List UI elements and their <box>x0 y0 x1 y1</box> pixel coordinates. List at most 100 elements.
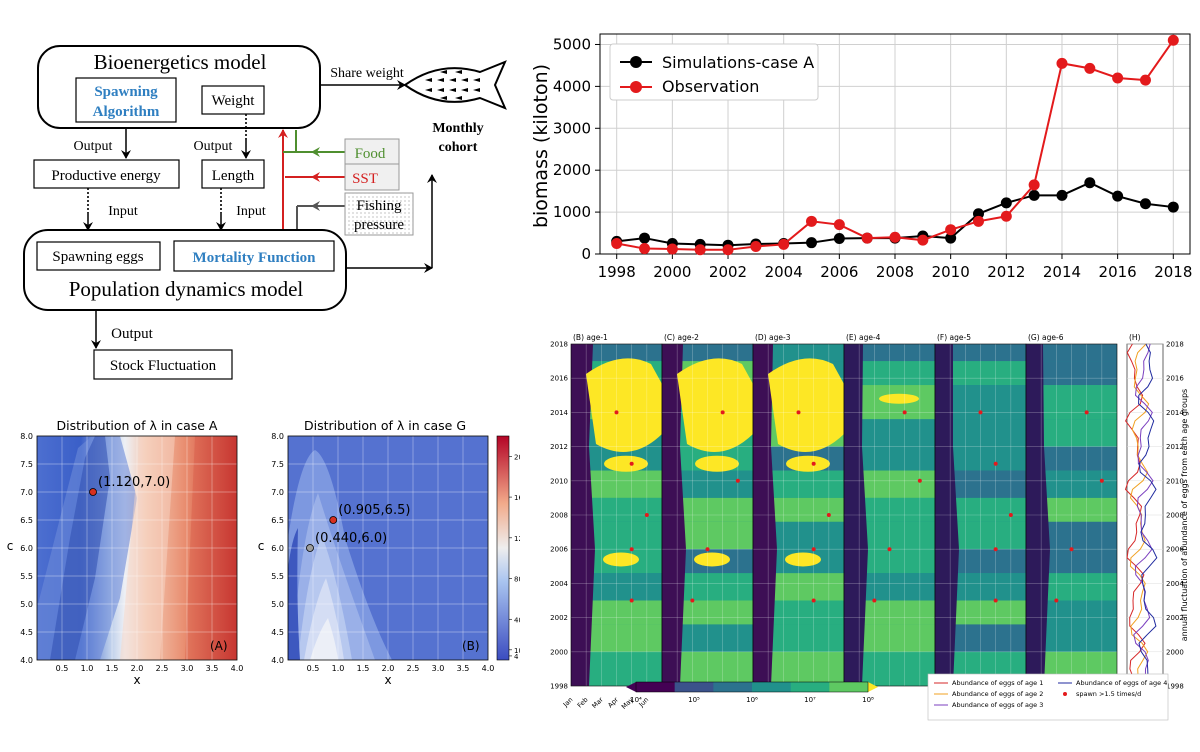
egg-year-tick: 2016 <box>550 375 568 383</box>
lambda-point-label: (1.120,7.0) <box>98 475 170 490</box>
biomass-data-point <box>833 232 845 244</box>
biomass-data-point <box>778 238 790 250</box>
mortality-function-label: Mortality Function <box>193 250 317 266</box>
lambda-y-tick: 6.5 <box>20 516 33 525</box>
h-year-tick: 1998 <box>1166 683 1184 691</box>
sst-box <box>344 163 400 191</box>
spawn-marker <box>1069 547 1074 552</box>
spawn-marker <box>811 598 816 603</box>
spawn-marker <box>629 598 634 603</box>
egg-year-tick: 2002 <box>550 614 568 622</box>
biomass-data-point <box>1139 74 1151 86</box>
h-year-tick: 2010 <box>1166 477 1184 485</box>
stock-fluctuation-box <box>93 349 233 380</box>
lambda-point-label: (0.440,6.0) <box>315 531 387 546</box>
egg-colorbar-segment <box>829 682 869 692</box>
lambda-y-tick: 5.5 <box>271 572 284 581</box>
biomass-data-point <box>806 215 818 227</box>
biomass-data-point <box>666 243 678 255</box>
biomass-x-tick: 2010 <box>932 263 970 281</box>
lambda-x-tick: 1.0 <box>332 664 345 673</box>
lambda-g-ylabel: c <box>258 539 265 553</box>
egg-year-tick: 2006 <box>550 546 568 554</box>
biomass-y-label-html: biomass (kiloton) <box>530 63 552 229</box>
egg-year-tick: 2018 <box>550 341 568 349</box>
egg-age-panel <box>570 343 663 687</box>
egg-age-panel <box>1025 343 1118 687</box>
lambda-y-tick: 4.5 <box>20 628 33 637</box>
biomass-data-point <box>1084 177 1096 189</box>
lambda-colorbar-tick: 200 <box>514 453 520 461</box>
legend-marker-observation <box>630 81 642 93</box>
lambda-y-tick: 6.0 <box>271 544 284 553</box>
spawn-marker <box>917 478 922 483</box>
output-label-1: Output <box>74 139 113 154</box>
lambda-colorbar-tick: 10 <box>514 647 520 655</box>
h-year-tick: 2014 <box>1166 409 1184 417</box>
lambda-y-tick: 7.5 <box>20 460 33 469</box>
h-year-tick: 2002 <box>1166 614 1184 622</box>
biomass-data-point <box>1056 57 1068 69</box>
biomass-data-point <box>1056 189 1068 201</box>
h-year-tick: 2000 <box>1166 648 1184 656</box>
lambda-x-tick: 3.0 <box>432 664 445 673</box>
lambda-optimum-point <box>306 544 314 552</box>
spawn-marker <box>993 547 998 552</box>
spawn-marker <box>705 547 710 552</box>
biomass-data-point <box>806 237 818 249</box>
h-year-tick: 2004 <box>1166 580 1184 588</box>
biomass-y-tick: 2000 <box>553 161 591 179</box>
spawn-marker <box>1099 478 1104 483</box>
h-year-tick: 2016 <box>1166 375 1184 383</box>
biomass-data-point <box>1139 198 1151 210</box>
spawn-marker <box>872 598 877 603</box>
lambda-g-panel-label: (B) <box>462 639 480 653</box>
egg-panel-title: (F) age-5 <box>937 333 971 342</box>
lambda-x-tick: 3.0 <box>181 664 194 673</box>
biomass-x-tick: 2006 <box>820 263 858 281</box>
lambda-a-title: Distribution of λ in case A <box>57 418 218 433</box>
mortality-function-box <box>173 240 335 272</box>
biomass-data-point <box>750 240 762 252</box>
biomass-y-tick: 4000 <box>553 77 591 95</box>
model-flow-diagram: Bioenergetics model Spawning Algorithm W… <box>23 45 507 380</box>
h-panel-title: (H) <box>1129 333 1141 342</box>
lambda-y-tick: 5.0 <box>20 600 33 609</box>
h-series-line <box>1133 343 1154 687</box>
spawn-marker <box>720 410 725 415</box>
lambda-x-tick: 2.5 <box>407 664 420 673</box>
output-label-3: Output <box>111 326 154 342</box>
biomass-data-point <box>639 232 651 244</box>
egg-age-panel <box>752 343 845 687</box>
stock-fluctuation-label: Stock Fluctuation <box>110 358 217 374</box>
biomass-data-point <box>1028 179 1040 191</box>
spawn-marker <box>629 547 634 552</box>
lambda-x-tick: 0.5 <box>56 664 69 673</box>
egg-month-tick: Mar <box>590 696 605 711</box>
spawn-marker <box>690 598 695 603</box>
h-series-line <box>1138 343 1158 687</box>
biomass-y-tick: 0 <box>581 245 591 263</box>
biomass-data-point <box>1000 210 1012 222</box>
egg-legend-label: spawn >1.5 times/d <box>1076 690 1141 698</box>
biomass-data-point <box>722 244 734 256</box>
egg-age-panel <box>661 343 754 687</box>
biomass-data-point <box>611 238 623 250</box>
spawn-marker <box>1084 410 1089 415</box>
egg-colorbar-tick: 10⁸ <box>862 696 874 704</box>
lambda-y-tick: 8.0 <box>20 432 33 441</box>
egg-month-tick: Apr <box>606 696 620 710</box>
egg-colorbar-segment <box>636 682 676 692</box>
lambda-colorbar-tick: 4 <box>514 653 519 661</box>
egg-colorbar-segment <box>674 682 714 692</box>
lambda-distribution-heatmaps: Distribution of λ in case A 0.5 1.0 1.5 2.0… <box>7 418 520 687</box>
biomass-data-point <box>945 232 957 244</box>
spawn-marker <box>796 410 801 415</box>
egg-legend-label: Abundance of eggs of age 3 <box>952 701 1043 709</box>
spawn-marker <box>811 547 816 552</box>
length-label: Length <box>212 168 255 184</box>
fishing-pressure-box <box>344 192 414 236</box>
spawning-eggs-box <box>36 241 161 271</box>
biomass-data-point <box>833 219 845 231</box>
egg-year-tick: 2008 <box>550 512 568 520</box>
